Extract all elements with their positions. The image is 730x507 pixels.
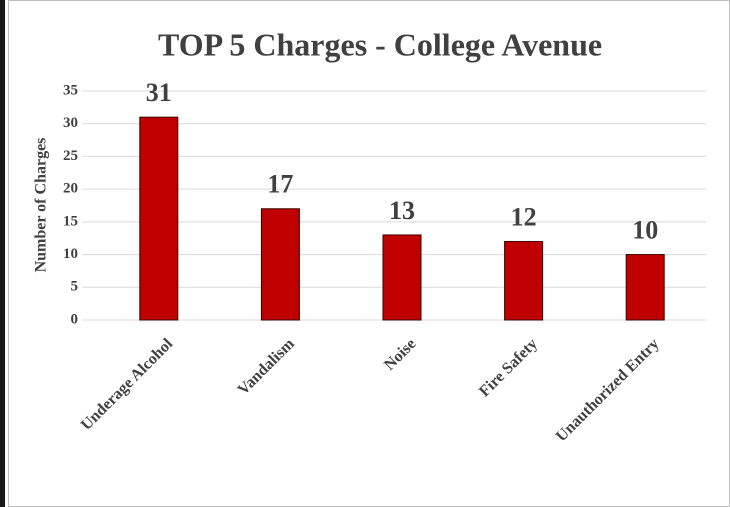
y-tick-label: 20 <box>63 181 78 197</box>
y-tick-label: 35 <box>63 82 78 98</box>
value-label: 17 <box>267 170 293 199</box>
bar <box>260 208 300 321</box>
y-tick-label: 10 <box>63 246 78 262</box>
y-tick-label: 25 <box>63 148 78 164</box>
y-tick-label: 0 <box>71 311 79 327</box>
bar <box>504 240 544 321</box>
value-label: 12 <box>511 202 537 231</box>
y-axis-label: Number of Charges <box>33 138 50 273</box>
bar <box>625 254 665 321</box>
left-edge <box>0 0 5 507</box>
value-label: 13 <box>389 196 415 225</box>
y-tick-label: 5 <box>71 279 79 295</box>
y-tick-label: 15 <box>63 213 78 229</box>
y-tick-label: 30 <box>63 115 78 131</box>
value-label: 10 <box>632 216 658 245</box>
value-label: 31 <box>146 78 172 107</box>
chart-title: TOP 5 Charges - College Avenue <box>158 26 602 62</box>
bar <box>382 234 422 321</box>
bar <box>139 116 179 321</box>
chart-frame <box>8 0 730 507</box>
